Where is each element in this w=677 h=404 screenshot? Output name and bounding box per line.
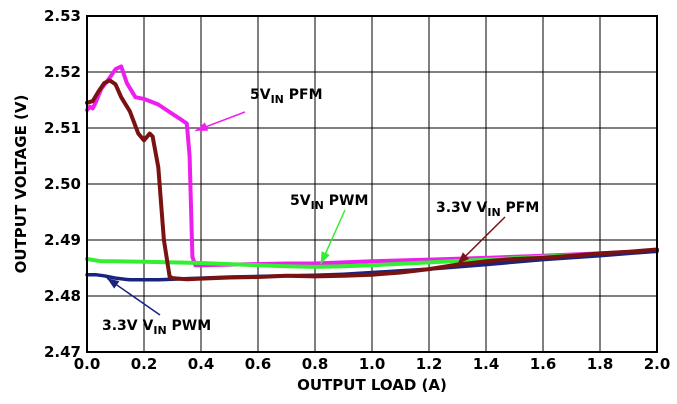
grid-layer [86,15,658,353]
annotation-arrowhead-5v-pwm [320,251,330,265]
x-tick-label: 2.0 [644,355,671,373]
x-tick-label: 0.0 [74,355,101,373]
y-tick-label: 2.50 [44,175,81,193]
series-line-33v-pfm [85,78,659,282]
plot-frame [86,15,658,353]
x-tick-label: 1.4 [473,355,500,373]
x-tick-label: 1.0 [359,355,386,373]
x-tick-label: 0.8 [302,355,329,373]
annotation-label-5v-pwm: 5VIN PWM [290,193,368,212]
annotation-layer: 5VIN PFM 5VIN PWM 3.3V VIN PFM 3.3V VIN PWM [102,87,539,337]
annotation-label-33v-pfm: 3.3V VIN PFM [436,200,539,219]
annotation-arrowhead-33v-pwm [106,278,120,289]
x-tick-label: 1.2 [416,355,443,373]
x-tick-label: 0.4 [188,355,215,373]
y-tick-label: 2.52 [44,63,81,81]
x-tick-label: 1.6 [530,355,557,373]
annotation-label-33v-pwm: 3.3V VIN PWM [102,318,211,337]
series-layer [85,64,659,282]
tick-layer: 0.0 0.2 0.4 0.6 0.8 1.0 1.2 1.4 1.6 1.8 2.0 2.47 2.4… [44,7,670,373]
y-tick-label: 2.53 [44,7,81,25]
annotation-arrowhead-33v-pfm [457,252,470,265]
x-axis-title: OUTPUT LOAD (A) [297,376,447,394]
x-tick-label: 1.8 [587,355,614,373]
annotation-label-5v-pfm: 5VIN PFM [250,87,323,106]
y-axis-title: OUTPUT VOLTAGE (V) [12,95,30,274]
y-tick-label: 2.49 [44,231,81,249]
y-tick-label: 2.48 [44,287,81,305]
x-tick-label: 0.2 [131,355,158,373]
x-tick-label: 0.6 [245,355,272,373]
y-tick-label: 2.47 [44,343,81,361]
annotation-arrowhead-5v-pfm [195,122,209,131]
y-tick-label: 2.51 [44,119,81,137]
